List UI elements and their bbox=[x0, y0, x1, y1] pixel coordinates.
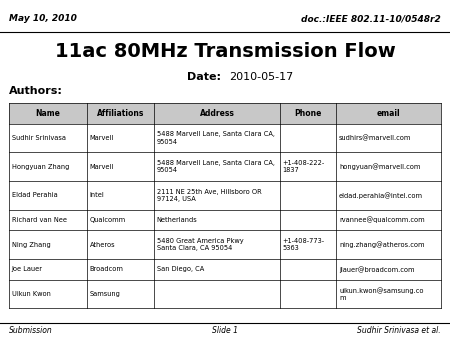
Text: +1-408-773-
5363: +1-408-773- 5363 bbox=[283, 238, 325, 251]
Text: Phone: Phone bbox=[294, 109, 322, 118]
Text: Qualcomm: Qualcomm bbox=[90, 217, 126, 223]
Text: San Diego, CA: San Diego, CA bbox=[157, 266, 204, 272]
Text: uikun.kwon@samsung.co
m: uikun.kwon@samsung.co m bbox=[339, 287, 423, 301]
Text: Name: Name bbox=[36, 109, 60, 118]
Text: Uikun Kwon: Uikun Kwon bbox=[12, 291, 50, 297]
Text: Authors:: Authors: bbox=[9, 86, 63, 96]
Text: sudhirs@marvell.com: sudhirs@marvell.com bbox=[339, 135, 411, 141]
Text: 5488 Marvell Lane, Santa Clara CA,
95054: 5488 Marvell Lane, Santa Clara CA, 95054 bbox=[157, 160, 274, 173]
Text: Submission: Submission bbox=[9, 326, 53, 335]
Text: Ning Zhang: Ning Zhang bbox=[12, 242, 50, 248]
Text: Netherlands: Netherlands bbox=[157, 217, 198, 223]
Text: Joe Lauer: Joe Lauer bbox=[12, 266, 43, 272]
Text: Atheros: Atheros bbox=[90, 242, 115, 248]
Text: rvannee@qualcomm.com: rvannee@qualcomm.com bbox=[339, 217, 425, 223]
Text: Address: Address bbox=[199, 109, 234, 118]
Text: Samsung: Samsung bbox=[90, 291, 121, 297]
Text: 11ac 80MHz Transmission Flow: 11ac 80MHz Transmission Flow bbox=[54, 42, 396, 61]
Text: 2111 NE 25th Ave, Hillsboro OR
97124, USA: 2111 NE 25th Ave, Hillsboro OR 97124, US… bbox=[157, 189, 261, 202]
Text: doc.:IEEE 802.11-10/0548r2: doc.:IEEE 802.11-10/0548r2 bbox=[301, 14, 441, 23]
Text: Marvell: Marvell bbox=[90, 164, 114, 170]
Text: email: email bbox=[377, 109, 400, 118]
Text: 2010-05-17: 2010-05-17 bbox=[230, 72, 294, 82]
Text: hongyuan@marvell.com: hongyuan@marvell.com bbox=[339, 163, 420, 170]
Text: 5488 Marvell Lane, Santa Clara CA,
95054: 5488 Marvell Lane, Santa Clara CA, 95054 bbox=[157, 131, 274, 145]
Text: Intel: Intel bbox=[90, 192, 104, 198]
Text: 5480 Great America Pkwy
Santa Clara, CA 95054: 5480 Great America Pkwy Santa Clara, CA … bbox=[157, 238, 243, 251]
Text: Date:: Date: bbox=[186, 72, 220, 82]
Text: Slide 1: Slide 1 bbox=[212, 326, 238, 335]
Text: +1-408-222-
1837: +1-408-222- 1837 bbox=[283, 160, 325, 173]
Text: Marvell: Marvell bbox=[90, 135, 114, 141]
Text: eldad.perahia@intel.com: eldad.perahia@intel.com bbox=[339, 192, 423, 199]
Text: Sudhir Srinivasa: Sudhir Srinivasa bbox=[12, 135, 66, 141]
Text: Hongyuan Zhang: Hongyuan Zhang bbox=[12, 164, 69, 170]
Text: Sudhir Srinivasa et al.: Sudhir Srinivasa et al. bbox=[357, 326, 441, 335]
Text: Eldad Perahia: Eldad Perahia bbox=[12, 192, 58, 198]
Text: May 10, 2010: May 10, 2010 bbox=[9, 14, 77, 23]
Text: Broadcom: Broadcom bbox=[90, 266, 123, 272]
Text: ning.zhang@atheros.com: ning.zhang@atheros.com bbox=[339, 241, 424, 248]
Bar bbox=[9, 103, 441, 124]
Text: Affiliations: Affiliations bbox=[97, 109, 144, 118]
Text: jlauer@broadcom.com: jlauer@broadcom.com bbox=[339, 266, 414, 273]
Text: Richard van Nee: Richard van Nee bbox=[12, 217, 67, 223]
